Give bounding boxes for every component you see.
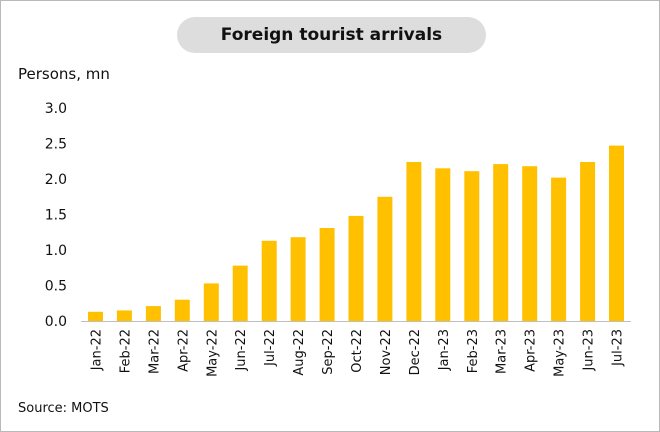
x-tick-label: Jan-23	[437, 329, 452, 371]
bar-jun-22	[232, 265, 248, 321]
bar-apr-22	[174, 299, 190, 321]
bar-dec-22	[406, 162, 422, 321]
bar-may-22	[203, 283, 219, 321]
bar-mar-22	[145, 306, 161, 321]
bar-apr-23	[522, 166, 538, 321]
bar-aug-22	[290, 237, 306, 321]
y-tick-label: 2.5	[45, 137, 67, 153]
x-tick-label: Jul-22	[263, 329, 278, 367]
x-tick-label: Jan-22	[89, 329, 104, 371]
x-tick-label: Jul-23	[611, 329, 626, 367]
x-tick-label: Oct-22	[350, 329, 365, 373]
bar-jun-23	[580, 162, 596, 321]
x-tick-label: Feb-23	[466, 329, 481, 373]
x-tick-label: May-22	[205, 329, 220, 377]
y-tick-label: 2.0	[45, 172, 67, 188]
bar-chart: 0.0 0.5 1.0 1.5 2.0 2.5 3.0 Jan-22 Feb-22 Mar-22 A…	[45, 101, 631, 377]
x-tick-label: Sep-22	[321, 329, 336, 375]
y-tick-label: 3.0	[45, 101, 67, 117]
x-tick-label: Jun-23	[582, 329, 597, 372]
y-tick-label: 1.5	[45, 208, 67, 224]
x-tick-label: Mar-23	[495, 329, 510, 374]
x-tick-label: Mar-22	[147, 329, 162, 374]
y-tick-label: 0.5	[45, 279, 67, 295]
source-note: Source: MOTS	[18, 401, 109, 416]
x-tick-label: Nov-22	[379, 329, 394, 375]
x-tick-label: Jun-22	[234, 329, 249, 372]
bar-feb-23	[464, 171, 480, 321]
x-tick-label: Feb-22	[118, 329, 133, 373]
x-tick-label: Apr-22	[176, 329, 191, 372]
bar-jul-23	[609, 145, 624, 321]
bar-jan-22	[88, 311, 103, 321]
x-tick-label: Dec-22	[408, 329, 423, 375]
bar-sep-22	[319, 228, 335, 321]
x-tick-label: Aug-22	[292, 329, 307, 376]
y-tick-label: 1.0	[45, 243, 67, 259]
bar-oct-22	[348, 215, 364, 321]
bar-nov-22	[377, 196, 393, 322]
y-axis-label: Persons, mn	[18, 65, 110, 83]
bar-jan-23	[435, 168, 451, 321]
bar-may-23	[551, 177, 567, 321]
y-tick-label: 0.0	[45, 314, 67, 330]
chart-title: Foreign tourist arrivals	[177, 17, 486, 53]
bar-feb-22	[116, 310, 132, 321]
x-tick-label: Apr-23	[524, 329, 539, 372]
bar-jul-22	[261, 240, 277, 321]
bar-mar-23	[493, 164, 509, 321]
x-tick-label: May-23	[553, 329, 568, 377]
